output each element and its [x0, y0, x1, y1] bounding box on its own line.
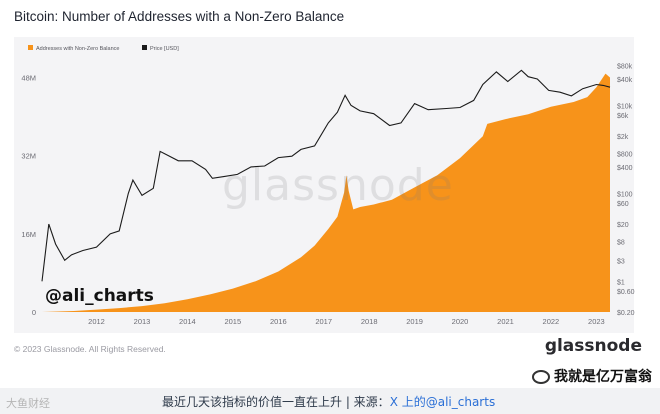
y-right-tick-label: $10k — [617, 103, 633, 110]
y-left-tick-label: 0 — [32, 308, 36, 317]
footer-caption: 最近几天该指标的价值一直在上升 | 来源：X 上的@ali_charts — [162, 393, 495, 410]
footer-bar — [0, 388, 660, 414]
legend: Addresses with Non-Zero Balance Price [US… — [28, 45, 179, 52]
x-tick-label: 2020 — [452, 317, 469, 326]
y-right-tick-label: $20 — [617, 222, 629, 229]
y-right-tick-label: $3 — [617, 258, 625, 265]
y-left-tick-label: 16M — [21, 230, 36, 239]
x-tick-label: 2012 — [88, 317, 105, 326]
y-right-tick-label: $800 — [617, 152, 633, 159]
glassnode-logo: glassnode — [544, 336, 642, 356]
wechat-icon — [532, 370, 550, 384]
y-right-tick-label: $2k — [617, 134, 629, 141]
x-tick-label: 2023 — [588, 317, 605, 326]
wechat-account[interactable]: 我就是亿万富翁 — [532, 366, 652, 386]
y-right-tick-label: $6k — [617, 113, 629, 120]
x-tick-label: 2022 — [543, 317, 560, 326]
legend-swatch-price — [142, 45, 147, 50]
price-line — [41, 69, 611, 282]
x-tick-label: 2013 — [134, 317, 151, 326]
ali-charts-overlay: @ali_charts — [45, 286, 154, 306]
x-axis: 2012 2013 2014 2015 2016 2017 2018 2019 2020 2021… — [88, 317, 605, 326]
glassnode-watermark: glassnode — [222, 160, 454, 211]
y-right-axis: $0.20 $0.60 $1 $3 $8 $20 $60 $100 $400 $800 $2k $6k… — [617, 64, 635, 317]
x-tick-label: 2021 — [497, 317, 514, 326]
y-right-tick-label: $1 — [617, 279, 625, 286]
x-tick-label: 2019 — [406, 317, 423, 326]
y-right-tick-label: $40k — [617, 77, 633, 84]
y-right-tick-label: $80k — [617, 64, 633, 71]
x-tick-label: 2017 — [315, 317, 332, 326]
x-tick-label: 2018 — [361, 317, 378, 326]
chart-title: Bitcoin: Number of Addresses with a Non-… — [14, 9, 345, 24]
legend-label-addresses: Addresses with Non-Zero Balance — [36, 46, 119, 52]
y-right-tick-label: $0.20 — [617, 310, 635, 317]
x-tick-label: 2014 — [179, 317, 196, 326]
footer-logo: 大鱼财经 — [6, 397, 50, 410]
y-left-tick-label: 48M — [21, 74, 36, 83]
price-line-layer — [41, 69, 611, 282]
y-right-tick-label: $100 — [617, 191, 633, 198]
copyright-text: © 2023 Glassnode. All Rights Reserved. — [14, 344, 166, 354]
y-right-tick-label: $400 — [617, 165, 633, 172]
legend-swatch-addresses — [28, 45, 33, 50]
y-left-tick-label: 32M — [21, 152, 36, 161]
y-right-tick-label: $60 — [617, 201, 629, 208]
addresses-area-layer — [42, 73, 610, 312]
y-left-axis: 0 16M 32M 48M — [21, 74, 36, 318]
y-right-tick-label: $0.60 — [617, 289, 635, 296]
addresses-area — [42, 73, 610, 312]
footer-caption-handle[interactable]: X 上的@ali_charts — [389, 395, 496, 409]
y-right-tick-label: $8 — [617, 240, 625, 247]
footer-caption-text: 最近几天该指标的价值一直在上升 | 来源： — [162, 395, 390, 409]
wechat-account-name: 我就是亿万富翁 — [554, 369, 652, 385]
x-tick-label: 2016 — [270, 317, 287, 326]
legend-label-price: Price [USD] — [150, 46, 179, 52]
x-tick-label: 2015 — [224, 317, 241, 326]
